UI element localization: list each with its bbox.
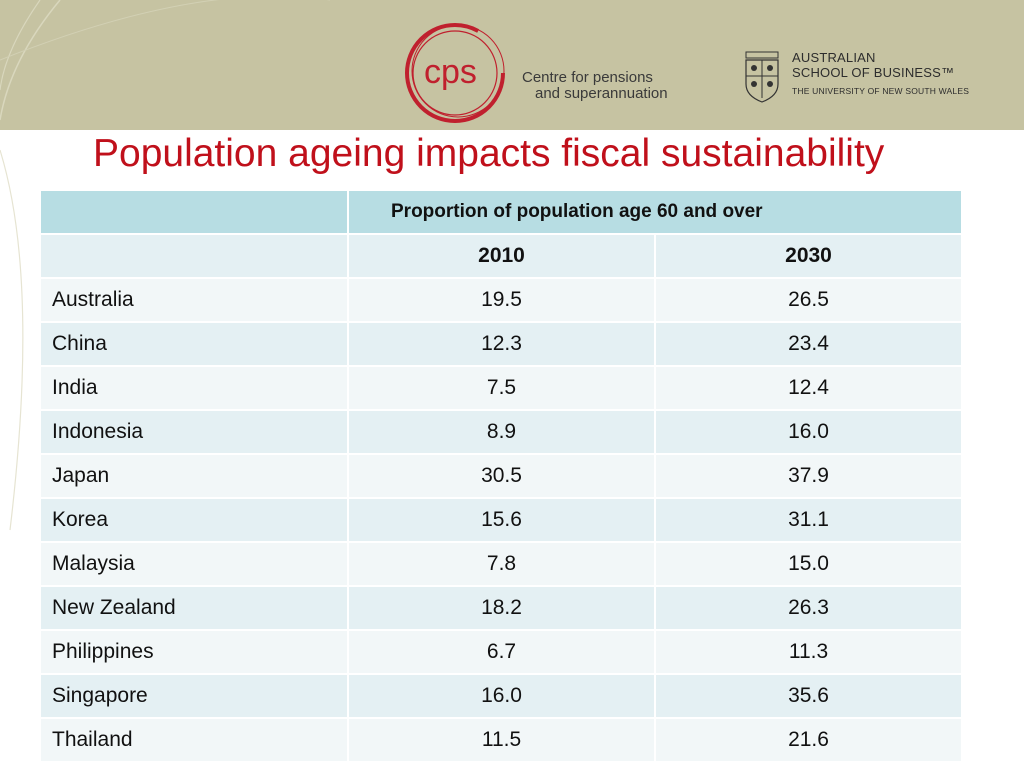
value-2010-cell: 7.5 [348,366,656,411]
table-row: China 12.3 23.4 [41,322,964,367]
table-row: Australia 19.5 26.5 [41,278,964,323]
asb-line2: SCHOOL OF BUSINESS™ [792,65,955,80]
col-header-country [41,234,349,279]
cps-name-line1: Centre for pensions [522,69,653,86]
decorative-side-arc [0,149,24,531]
group-header-empty [41,191,349,235]
value-2010-cell: 8.9 [348,410,656,455]
value-2030-cell: 35.6 [655,674,964,719]
country-cell: Australia [41,278,349,323]
table-row: India 7.5 12.4 [41,366,964,411]
table-row: Philippines 6.7 11.3 [41,630,964,675]
table-row: New Zealand 18.2 26.3 [41,586,964,631]
country-cell: Malaysia [41,542,349,587]
cps-name-line2: and superannuation [535,85,668,102]
table-group-header-row: Proportion of population age 60 and over [41,191,964,235]
value-2030-cell: 37.9 [655,454,964,499]
cps-logo-text: cps [424,53,477,91]
value-2010-cell: 30.5 [348,454,656,499]
asb-wordmark: AUSTRALIAN SCHOOL OF BUSINESS™ THE UNIVE… [792,50,969,96]
value-2010-cell: 11.5 [348,718,656,763]
value-2030-cell: 12.4 [655,366,964,411]
value-2010-cell: 18.2 [348,586,656,631]
country-cell: Indonesia [41,410,349,455]
country-cell: Singapore [41,674,349,719]
asb-line1: AUSTRALIAN [792,50,876,65]
country-cell: India [41,366,349,411]
value-2030-cell: 15.0 [655,542,964,587]
table-row: Indonesia 8.9 16.0 [41,410,964,455]
country-cell: Korea [41,498,349,543]
value-2010-cell: 15.6 [348,498,656,543]
table-year-header-row: 2010 2030 [41,234,964,279]
value-2030-cell: 11.3 [655,630,964,675]
value-2030-cell: 31.1 [655,498,964,543]
unsw-crest-icon [745,51,779,103]
country-cell: New Zealand [41,586,349,631]
country-cell: China [41,322,349,367]
header-banner: cps Centre for pensions and superannuati… [0,0,1024,130]
group-header: Proportion of population age 60 and over [348,191,964,235]
col-header-2010: 2010 [348,234,656,279]
value-2010-cell: 7.8 [348,542,656,587]
col-header-2030: 2030 [655,234,964,279]
cps-name: Centre for pensions and superannuation [522,70,668,102]
table-row: Malaysia 7.8 15.0 [41,542,964,587]
value-2030-cell: 26.3 [655,586,964,631]
decorative-arcs [0,0,330,121]
country-cell: Japan [41,454,349,499]
country-cell: Philippines [41,630,349,675]
value-2010-cell: 19.5 [348,278,656,323]
table-row: Korea 15.6 31.1 [41,498,964,543]
asb-line3: THE UNIVERSITY OF NEW SOUTH WALES [792,86,970,96]
table-row: Thailand 11.5 21.6 [41,718,964,763]
value-2010-cell: 6.7 [348,630,656,675]
value-2010-cell: 12.3 [348,322,656,367]
value-2030-cell: 21.6 [655,718,964,763]
value-2030-cell: 16.0 [655,410,964,455]
slide-title: Population ageing impacts fiscal sustain… [93,132,885,175]
population-table: Proportion of population age 60 and over… [41,191,964,763]
cps-logo: cps [405,23,505,123]
value-2030-cell: 26.5 [655,278,964,323]
country-cell: Thailand [41,718,349,763]
table-row: Japan 30.5 37.9 [41,454,964,499]
table-row: Singapore 16.0 35.6 [41,674,964,719]
value-2030-cell: 23.4 [655,322,964,367]
value-2010-cell: 16.0 [348,674,656,719]
